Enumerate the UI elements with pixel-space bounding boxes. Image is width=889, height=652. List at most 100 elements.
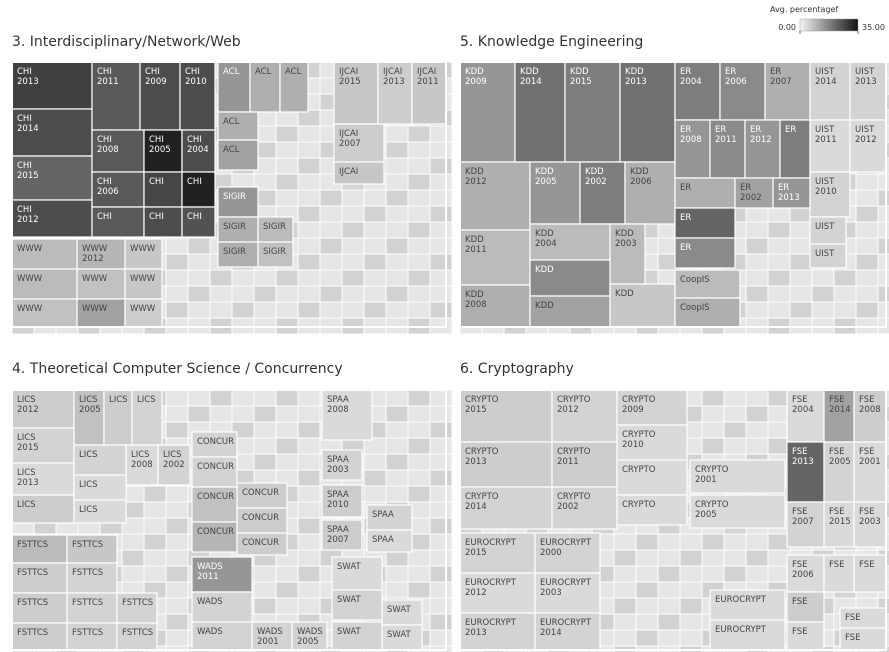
panel-border bbox=[11, 61, 447, 328]
cell-label-line: CRYPTO bbox=[695, 465, 729, 475]
filler-cell bbox=[429, 253, 453, 271]
treemap-cell bbox=[534, 532, 601, 574]
cell-label-line: WWW bbox=[82, 274, 108, 284]
cell-label-line: FSE bbox=[792, 597, 808, 607]
cell-label-line: LICS bbox=[131, 450, 150, 460]
cell-label-line: CHI bbox=[97, 67, 112, 77]
filler-cell bbox=[767, 221, 791, 239]
panel-border bbox=[459, 389, 887, 651]
filler-cell bbox=[297, 125, 321, 143]
filler-cell bbox=[745, 269, 769, 287]
cell-label-line: 2015 bbox=[829, 517, 851, 527]
cell-label-line: UIST bbox=[815, 67, 835, 77]
filler-cell bbox=[297, 453, 321, 471]
cell-label-line: LICS bbox=[17, 433, 36, 443]
filler-cell bbox=[877, 285, 889, 303]
treemap-cell bbox=[786, 501, 825, 548]
filler-cell bbox=[407, 285, 431, 303]
filler-cell bbox=[723, 549, 747, 567]
cell-label: ER bbox=[680, 213, 691, 223]
cell-label-line: KDD bbox=[465, 67, 484, 77]
filler-cell bbox=[209, 285, 233, 303]
treemap-cell bbox=[674, 297, 741, 328]
filler-cell bbox=[745, 237, 769, 255]
cell-label-line: KDD bbox=[465, 290, 484, 300]
cell-label-line: 2015 bbox=[465, 405, 487, 415]
cell-label: SIGIR bbox=[263, 247, 286, 257]
cell-label-line: 2008 bbox=[680, 135, 702, 145]
cell-label: IJCAI 2013 bbox=[383, 67, 405, 87]
treemap-cell bbox=[157, 444, 191, 486]
filler-cell bbox=[429, 389, 453, 407]
cell-label: WWW bbox=[130, 304, 156, 314]
cell-label-line: 2015 bbox=[339, 77, 361, 87]
panel-border bbox=[459, 61, 887, 328]
filler-cell bbox=[209, 389, 233, 407]
filler-cell bbox=[429, 157, 453, 175]
filler-cell bbox=[679, 549, 703, 567]
cell-label: WWW bbox=[82, 304, 108, 314]
cell-label: LICS 2002 bbox=[163, 450, 185, 470]
filler-cell bbox=[385, 485, 409, 503]
filler-cell bbox=[275, 437, 299, 455]
cell-label-line: 2003 bbox=[859, 517, 881, 527]
cell-label-line: EUROCRYPT bbox=[465, 618, 517, 628]
panel-border bbox=[11, 389, 447, 651]
filler-cell bbox=[429, 613, 453, 631]
treemap-cell bbox=[529, 295, 611, 328]
cell-label-line: WWW bbox=[17, 274, 43, 284]
cell-label-line: IJCAI bbox=[417, 67, 436, 77]
treemap-cell bbox=[11, 462, 75, 496]
filler-cell bbox=[407, 405, 431, 423]
filler-cell bbox=[275, 125, 299, 143]
cell-label: IJCAI bbox=[339, 167, 358, 177]
cell-label-line: FSE bbox=[792, 507, 808, 517]
cell-label-line: FSTTCS bbox=[72, 598, 103, 608]
cell-label-line: 2003 bbox=[327, 465, 349, 475]
cell-label-line: SIGIR bbox=[223, 247, 246, 257]
cell-label-line: 2015 bbox=[17, 171, 39, 181]
treemap-cell bbox=[279, 61, 309, 113]
cell-label: WWW 2012 bbox=[82, 244, 108, 264]
filler-cell bbox=[429, 269, 453, 287]
cell-label-line: FSE bbox=[859, 560, 875, 570]
cell-label: KDD 2012 bbox=[465, 167, 487, 187]
filler-cell bbox=[657, 565, 681, 583]
cell-label-line: CRYPTO bbox=[465, 492, 499, 502]
filler-cell bbox=[811, 285, 835, 303]
filler-cell bbox=[701, 565, 725, 583]
filler-cell bbox=[165, 485, 189, 503]
cell-label-line: WWW bbox=[130, 274, 156, 284]
cell-label-line: 2013 bbox=[17, 478, 39, 488]
cell-label: UIST 2011 bbox=[815, 125, 837, 145]
cell-label-line: UIST bbox=[815, 222, 835, 232]
cell-label-line: FSE bbox=[829, 560, 845, 570]
filler-cell bbox=[143, 517, 167, 535]
cell-label: CRYPTO 2010 bbox=[622, 430, 656, 450]
cell-label-line: LICS bbox=[17, 468, 36, 478]
cell-label-line: CONCUR bbox=[242, 538, 279, 548]
cell-label: FSE 2013 bbox=[792, 447, 814, 467]
cell-label-line: 2012 bbox=[17, 405, 39, 415]
treemap-cell bbox=[786, 389, 825, 443]
filler-cell bbox=[429, 517, 453, 535]
filler-cell bbox=[275, 285, 299, 303]
filler-cell bbox=[429, 189, 453, 207]
treemap-cell bbox=[217, 111, 259, 141]
cell-label: CRYPTO bbox=[622, 465, 656, 475]
cell-label-line: 2007 bbox=[770, 77, 792, 87]
cell-label: WWW bbox=[130, 244, 156, 254]
cell-label-line: FSE bbox=[792, 627, 808, 637]
cell-label-line: 2014 bbox=[815, 77, 837, 87]
cell-label-line: CONCUR bbox=[197, 462, 234, 472]
cell-label: SIGIR bbox=[223, 192, 246, 202]
cell-label-line: EUROCRYPT bbox=[465, 538, 517, 548]
filler-cell bbox=[341, 285, 365, 303]
filler-cell bbox=[407, 581, 431, 599]
filler-cell bbox=[297, 581, 321, 599]
treemap-cell bbox=[331, 589, 383, 621]
filler-cell bbox=[165, 253, 189, 271]
cell-label: SPAA bbox=[372, 535, 394, 545]
treemap-cell bbox=[91, 61, 141, 131]
